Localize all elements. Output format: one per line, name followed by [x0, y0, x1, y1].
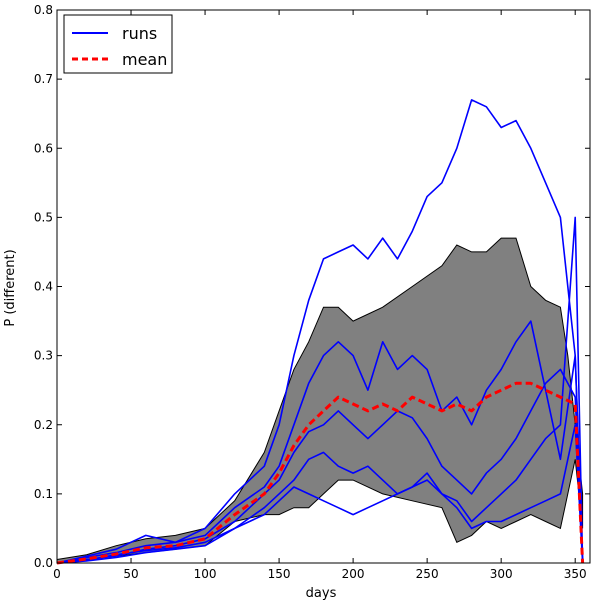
x-tick-label: 200 [342, 567, 365, 581]
y-axis-label: P (different) [3, 249, 18, 326]
plot-layer [56, 99, 585, 565]
x-tick-label: 50 [123, 567, 138, 581]
x-tick-label: 300 [490, 567, 513, 581]
run-line-5 [56, 423, 584, 564]
y-tick-label: 0.3 [34, 349, 53, 363]
legend-mean-label: mean [122, 50, 167, 69]
x-tick-label: 150 [268, 567, 291, 581]
x-tick-label: 350 [564, 567, 587, 581]
run-line-2 [56, 320, 584, 564]
y-tick-label: 0.7 [34, 72, 53, 86]
x-tick-label: 0 [53, 567, 61, 581]
y-tick-label: 0.5 [34, 210, 53, 224]
x-tick-label: 100 [194, 567, 217, 581]
y-tick-label: 0.1 [34, 487, 53, 501]
y-tick-label: 0.0 [34, 556, 53, 570]
legend-runs-label: runs [122, 24, 157, 43]
y-tick-label: 0.2 [34, 418, 53, 432]
x-axis-label: days [306, 586, 337, 601]
x-tick-label: 250 [416, 567, 439, 581]
axes-layer: 0 50 100 150 200 250 300 350 0.0 0.1 0.2 0.3 0.4 0.5 0… [34, 3, 591, 581]
legend-box [63, 14, 173, 74]
legend: runs mean [63, 14, 173, 74]
y-tick-label: 0.8 [34, 3, 53, 17]
run-line-1 [56, 99, 584, 564]
std-band [56, 237, 584, 564]
y-tick-label: 0.4 [34, 280, 53, 294]
y-tick-label: 0.6 [34, 141, 53, 155]
mean-line [56, 381, 585, 565]
run-line-4 [56, 216, 584, 564]
